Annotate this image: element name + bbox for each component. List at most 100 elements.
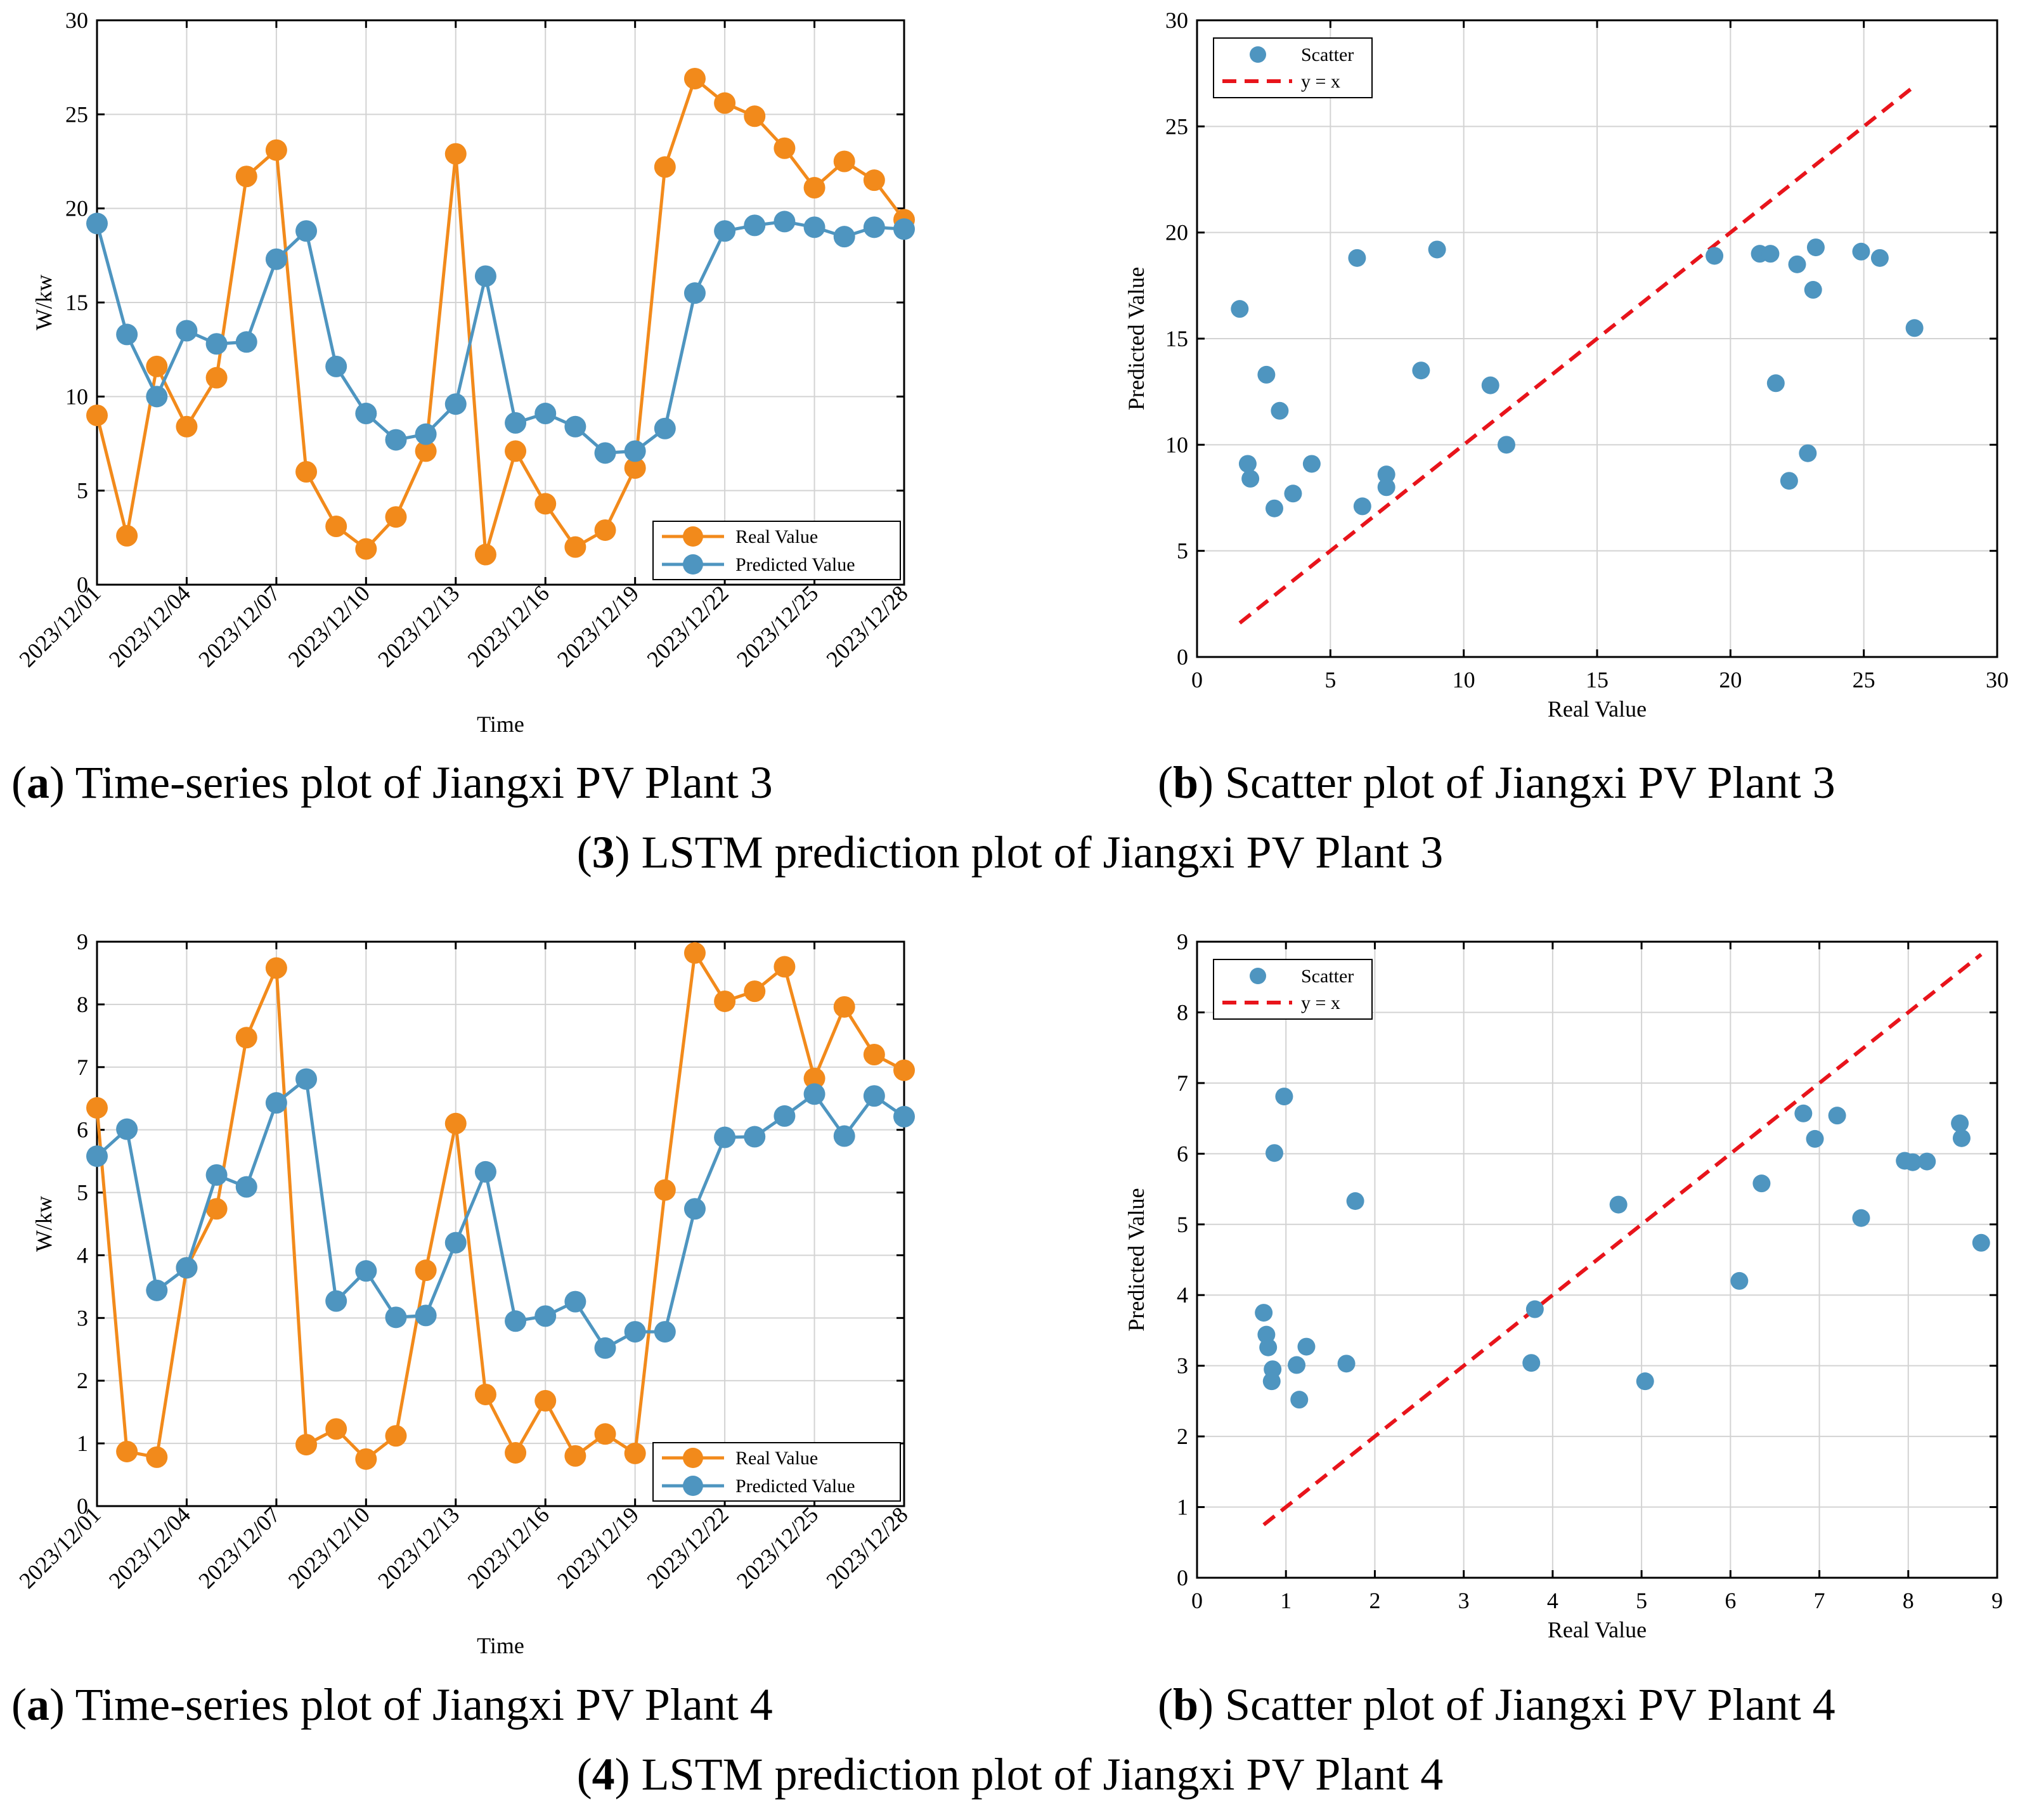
x-axis-title: Real Value [1548, 1617, 1647, 1642]
scatter-point [1348, 249, 1366, 267]
timeseries-chart-plant-3: 0510152025302023/12/012023/12/042023/12/… [14, 8, 915, 737]
predicted-value-point [714, 220, 736, 242]
y-tick-label: 10 [1165, 432, 1188, 457]
predicted-value-point [863, 216, 885, 238]
scatter-point [1788, 255, 1806, 273]
predicted-value-point [863, 1085, 885, 1107]
legend-swatch-marker [683, 526, 703, 547]
scatter-point [1522, 1354, 1541, 1372]
y-tick-label: 9 [1177, 929, 1188, 954]
y-tick-label: 8 [77, 992, 88, 1017]
caption-group-plant-3: (3) LSTM prediction plot of Jiangxi PV P… [577, 827, 1444, 878]
predicted-value-point [893, 218, 915, 240]
x-tick-label: 4 [1547, 1588, 1558, 1613]
scatter-chart-plant-3: 0 5 10 15 20 25 30 0 5 10 15 20 25 30 Real Value Predic… [1123, 8, 2009, 722]
scatter-point [1288, 1356, 1306, 1374]
predicted-value-point [325, 355, 347, 377]
scatter-point [1780, 472, 1798, 490]
predicted-value-point [235, 1176, 257, 1198]
legend-box [1213, 37, 1373, 98]
predicted-value-point [355, 1260, 377, 1282]
real-value-point [534, 1389, 557, 1412]
x-tick-label: 30 [1986, 667, 2009, 692]
caption-sub-b-plant-3: (b) Scatter plot of Jiangxi PV Plant 3 [1158, 757, 1835, 808]
real-value-point [474, 543, 496, 566]
y-tick-label: 1 [77, 1431, 88, 1456]
real-value-point [714, 990, 736, 1012]
scatter-point [1806, 238, 1825, 257]
x-tick-label: 15 [1586, 667, 1609, 692]
scatter-point [1275, 1088, 1293, 1106]
predicted-value-point [474, 1160, 496, 1183]
predicted-value-point [385, 429, 407, 451]
x-tick-label: 2023/12/16 [463, 580, 554, 672]
predicted-value-point [833, 226, 855, 248]
x-axis-title: Real Value [1548, 696, 1647, 722]
y-tick-label: 8 [1177, 999, 1188, 1025]
scatter-point [1918, 1152, 1936, 1171]
y-tick-label: 7 [77, 1055, 88, 1080]
y-tick-label: 7 [1177, 1070, 1188, 1096]
x-tick-label: 2 [1369, 1588, 1380, 1613]
real-value-point [833, 150, 855, 172]
real-value-line [95, 948, 905, 1462]
legend-swatch-marker [683, 1476, 703, 1496]
x-tick-label: 0 [1191, 667, 1203, 692]
legend-label: Scatter [1301, 966, 1354, 987]
real-value-point [744, 105, 766, 127]
scatter-point [1257, 365, 1276, 384]
scatter-point [1412, 361, 1430, 380]
real-value-point [116, 1440, 138, 1462]
predicted-value-point [714, 1126, 736, 1148]
predicted-value-point [594, 442, 616, 464]
scatter-point [1377, 478, 1395, 497]
y-tick-label: 0 [1177, 644, 1188, 670]
real-value-point [86, 405, 108, 426]
real-value-point [534, 493, 557, 515]
predicted-value-point [415, 423, 437, 445]
real-value-point [774, 137, 796, 159]
scatter-point [1265, 499, 1283, 517]
real-value-point [624, 457, 646, 479]
x-tick-label: 2023/12/07 [193, 1502, 285, 1593]
scatter-point [1852, 1209, 1870, 1227]
x-tick-label: 6 [1725, 1588, 1736, 1613]
y-tick-label: 2 [1177, 1424, 1188, 1449]
y-tick-label: 20 [1165, 220, 1188, 245]
y-tick-label: 3 [77, 1305, 88, 1330]
scatter-point [1231, 300, 1249, 318]
x-tick-label: 2023/12/13 [373, 580, 464, 672]
y-tick-label: 5 [77, 1180, 88, 1206]
predicted-value-point [355, 403, 377, 425]
caption-sub-a-plant-4: (a) Time-series plot of Jiangxi PV Plant… [11, 1679, 773, 1730]
y-tick-label: 9 [77, 929, 88, 954]
real-value-point [833, 996, 855, 1018]
real-value-point [205, 367, 228, 389]
real-value-point [385, 1425, 407, 1447]
x-tick-label: 7 [1814, 1588, 1825, 1613]
x-tick-label: 3 [1458, 1588, 1470, 1613]
y-tick-label: 20 [65, 196, 88, 221]
predicted-value-point [624, 440, 646, 462]
y-tick-label: 3 [1177, 1353, 1188, 1379]
scatter-point [1905, 319, 1924, 337]
real-value-point [863, 1044, 885, 1065]
y-tick-label: 0 [77, 1493, 88, 1519]
scatter-point [1852, 242, 1870, 261]
real-value-point [265, 957, 287, 979]
real-value-point [325, 516, 347, 538]
real-value-point [714, 92, 736, 114]
scatter-point [1290, 1391, 1309, 1409]
real-value-point [176, 415, 198, 438]
real-value-line [95, 75, 905, 556]
real-value-point [415, 440, 437, 462]
real-value-point [146, 1446, 168, 1468]
scatter-point [1262, 1372, 1281, 1391]
scatter-point [1259, 1338, 1278, 1356]
real-value-point [893, 1059, 915, 1081]
y-tick-label: 4 [77, 1242, 88, 1268]
predicted-value-point [415, 1304, 437, 1327]
y-axis-title: Predicted Value [1123, 1188, 1149, 1331]
predicted-value-point [564, 415, 586, 438]
